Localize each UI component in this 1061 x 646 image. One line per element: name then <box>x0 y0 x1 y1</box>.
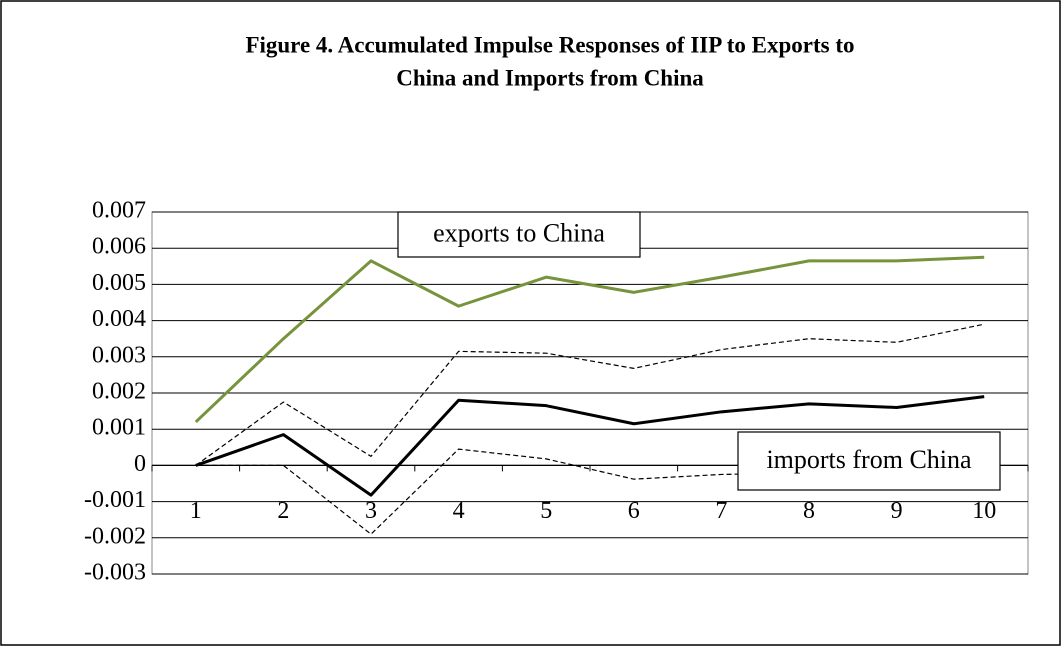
chart-title: Figure 4. Accumulated Impulse Responses … <box>245 32 854 57</box>
y-tick-label: 0.001 <box>92 415 146 441</box>
y-tick-label: 0.007 <box>92 198 146 224</box>
series-line <box>195 395 985 497</box>
x-tick-label: 3 <box>365 498 377 524</box>
y-tick-label: -0.002 <box>84 523 146 549</box>
x-tick-label: 1 <box>190 498 202 524</box>
legend-label: imports from China <box>766 445 972 474</box>
x-tick-label: 10 <box>972 498 996 524</box>
y-tick-label: 0.005 <box>92 270 146 296</box>
legend-box <box>397 211 641 258</box>
y-tick-label: 0.003 <box>92 342 146 368</box>
x-tick-label: 2 <box>277 498 289 524</box>
confidence-line <box>195 323 985 466</box>
y-tick-label: 0.004 <box>92 306 146 332</box>
y-tick-label: 0.002 <box>92 379 146 405</box>
legend-box <box>737 431 1001 491</box>
x-tick-label: 6 <box>628 498 640 524</box>
x-tick-label: 8 <box>803 498 815 524</box>
y-tick-label: -0.001 <box>84 487 146 513</box>
x-tick-label: 9 <box>891 498 903 524</box>
x-tick-label: 7 <box>715 498 727 524</box>
y-tick-label: 0.006 <box>92 234 146 260</box>
chart-title: China and Imports from China <box>396 65 704 90</box>
y-tick-label: 0 <box>134 451 146 477</box>
series-line <box>194 255 985 424</box>
x-tick-label: 5 <box>540 498 552 524</box>
x-tick-label: 4 <box>453 498 465 524</box>
legend-label: exports to China <box>433 218 605 247</box>
y-tick-label: -0.003 <box>84 560 146 586</box>
